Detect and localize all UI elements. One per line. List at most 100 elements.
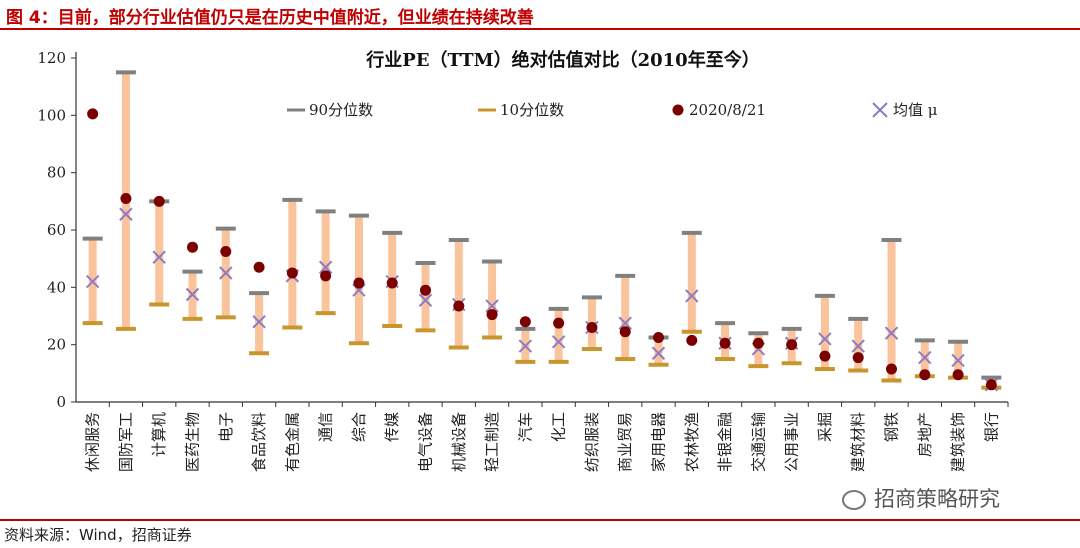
mean-marker	[685, 289, 699, 303]
legend-p10-label: 10分位数	[500, 101, 564, 119]
category-label: 公用事业	[783, 412, 801, 472]
category-label: 房地产	[916, 412, 934, 457]
bottom-rule	[0, 519, 1080, 521]
mean-marker	[185, 287, 200, 302]
y-tick-label: 40	[47, 278, 66, 296]
mean-marker	[951, 353, 965, 368]
mean-marker	[551, 335, 566, 349]
current-marker	[886, 363, 897, 375]
category-label: 食品饮料	[250, 412, 268, 472]
mean-marker	[219, 266, 233, 280]
range-bar	[654, 337, 663, 365]
mean-marker	[818, 332, 832, 346]
mean-marker	[152, 250, 166, 264]
current-marker	[786, 339, 798, 351]
current-marker	[686, 334, 698, 346]
mean-marker	[651, 346, 666, 360]
current-marker	[653, 332, 664, 343]
current-marker	[153, 195, 165, 207]
mean-marker	[85, 274, 100, 289]
current-marker	[87, 108, 99, 120]
category-label: 休闲服务	[84, 412, 102, 472]
range-bar	[887, 240, 896, 381]
axes: 0 20 40 60 80 100 120	[37, 49, 1009, 411]
watermark: 招商策略研究	[842, 483, 1000, 513]
current-marker	[586, 321, 598, 333]
category-label: 家用电器	[650, 412, 668, 472]
y-tick-label: 0	[56, 393, 66, 411]
current-marker	[420, 284, 431, 296]
range-bar	[820, 295, 829, 370]
category-label: 建筑材料	[849, 412, 867, 472]
current-marker	[353, 277, 365, 289]
category-label: 采掘	[816, 412, 834, 442]
category-label: 计算机	[150, 412, 168, 457]
current-marker	[453, 300, 465, 312]
current-marker	[386, 277, 398, 289]
range-bar	[621, 275, 630, 359]
range-bar	[321, 211, 330, 314]
y-tick-label: 20	[47, 336, 66, 354]
y-tick-label: 120	[37, 49, 66, 67]
current-marker	[486, 309, 498, 321]
pe-range-chart: 行业PE（TTM）绝对估值对比（2010年至今） 90分位数 10分位数 202…	[37, 49, 1009, 472]
range-bar	[288, 199, 297, 328]
range-bar	[854, 318, 863, 371]
mean-marker	[618, 316, 632, 330]
category-label: 国防军工	[117, 412, 135, 472]
mean-marker	[252, 315, 266, 329]
mean-marker	[851, 339, 865, 353]
category-label: 电子	[217, 412, 235, 442]
category-label: 轻工制造	[483, 412, 501, 472]
mean-marker	[119, 207, 133, 221]
current-marker	[752, 337, 764, 349]
range-bar	[488, 261, 497, 338]
legend-mean-marker	[872, 102, 888, 118]
current-marker	[253, 261, 265, 273]
chart-marks: 休闲服务 国防军工 计算机 医药生物 电子 食品饮料 有色金属 通信 综合 传媒 电气设备 机械设备轻…	[82, 70, 1002, 472]
category-label: 农林牧渔	[683, 412, 701, 472]
legend: 90分位数 10分位数 2020/8/21 均值 μ	[287, 101, 938, 119]
top-rule	[0, 28, 1080, 30]
current-marker	[220, 246, 232, 257]
current-marker	[120, 192, 132, 204]
category-label: 钢铁	[883, 412, 901, 442]
category-label: 建筑装饰	[949, 412, 967, 472]
category-label: 汽车	[516, 412, 534, 442]
watermark-text: 招商策略研究	[874, 487, 1000, 511]
source-note: 资料来源：Wind，招商证券	[4, 526, 192, 544]
legend-current-label: 2020/8/21	[689, 101, 766, 119]
current-marker	[519, 316, 531, 328]
chart-title: 行业PE（TTM）绝对估值对比（2010年至今）	[365, 49, 759, 71]
current-marker	[852, 352, 864, 364]
current-marker	[919, 369, 931, 381]
current-marker	[985, 379, 997, 391]
category-label: 有色金属	[283, 412, 301, 472]
current-marker	[952, 369, 964, 381]
current-marker	[553, 317, 565, 329]
category-label: 交通运输	[749, 412, 767, 472]
current-marker	[819, 350, 831, 362]
wechat-icon	[842, 490, 866, 510]
category-label: 机械设备	[450, 412, 468, 472]
current-marker	[619, 326, 631, 338]
category-label: 通信	[317, 412, 335, 442]
range-bar	[554, 308, 563, 362]
category-label: 商业贸易	[616, 412, 634, 472]
current-marker	[187, 241, 198, 253]
category-label: 医药生物	[184, 412, 202, 472]
y-tick-label: 100	[37, 106, 66, 124]
legend-p90-label: 90分位数	[309, 101, 373, 119]
current-marker	[320, 270, 332, 282]
category-label: 非银金融	[716, 412, 734, 472]
figure-title: 图 4：目前，部分行业估值仍只是在历史中值附近，但业绩在持续改善	[6, 8, 534, 28]
range-bar	[155, 201, 164, 305]
mean-marker	[518, 339, 533, 353]
category-label: 综合	[350, 412, 368, 442]
range-bar	[454, 240, 463, 348]
range-bar	[421, 262, 430, 331]
mean-marker	[318, 260, 333, 274]
range-bar	[687, 232, 696, 332]
legend-mean-label: 均值 μ	[893, 101, 938, 119]
current-marker	[286, 267, 298, 279]
